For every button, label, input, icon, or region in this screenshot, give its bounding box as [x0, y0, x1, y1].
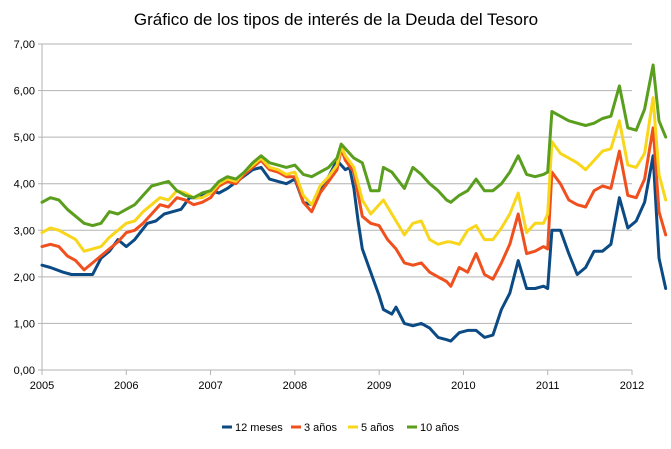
chart-title: Gráfico de los tipos de interés de la De…	[134, 10, 538, 29]
y-tick-label: 7,00	[14, 39, 35, 51]
legend-item: 12 meses	[222, 422, 283, 434]
x-tick-label: 2006	[114, 380, 138, 392]
x-axis-ticks: 2005 2006 2007 2008 2009 2010 2011 2012	[30, 370, 644, 392]
series-line-12-meses	[40, 154, 668, 343]
y-tick-label: 4,00	[14, 179, 35, 191]
y-axis-ticks: 0,00 1,00 2,00 3,00 4,00 5,00 6,00 7,00	[14, 39, 42, 377]
y-tick-label: 3,00	[14, 225, 35, 237]
legend-label: 3 años	[304, 422, 338, 434]
x-tick-label: 2007	[198, 380, 222, 392]
x-tick-label: 2008	[283, 380, 307, 392]
series-line-5-años	[40, 96, 668, 253]
series-lines	[40, 63, 668, 343]
x-tick-label: 2005	[30, 380, 54, 392]
legend-item: 5 años	[348, 422, 395, 434]
legend-label: 10 años	[420, 422, 460, 434]
series-line-3-años	[40, 126, 668, 288]
legend-label: 5 años	[361, 422, 395, 434]
x-tick-label: 2012	[620, 380, 644, 392]
series-line-10-años	[40, 63, 668, 228]
axes	[41, 44, 632, 371]
x-tick-label: 2010	[451, 380, 475, 392]
x-tick-label: 2011	[536, 380, 560, 392]
y-tick-label: 1,00	[14, 318, 35, 330]
x-tick-label: 2009	[367, 380, 391, 392]
legend-label: 12 meses	[235, 422, 283, 434]
legend-item: 3 años	[291, 422, 338, 434]
y-tick-label: 6,00	[14, 86, 35, 98]
y-tick-label: 2,00	[14, 272, 35, 284]
legend: 12 meses 3 años 5 años 10 años	[222, 422, 460, 434]
y-tick-label: 5,00	[14, 132, 35, 144]
legend-item: 10 años	[407, 422, 460, 434]
y-tick-label: 0,00	[14, 365, 35, 377]
